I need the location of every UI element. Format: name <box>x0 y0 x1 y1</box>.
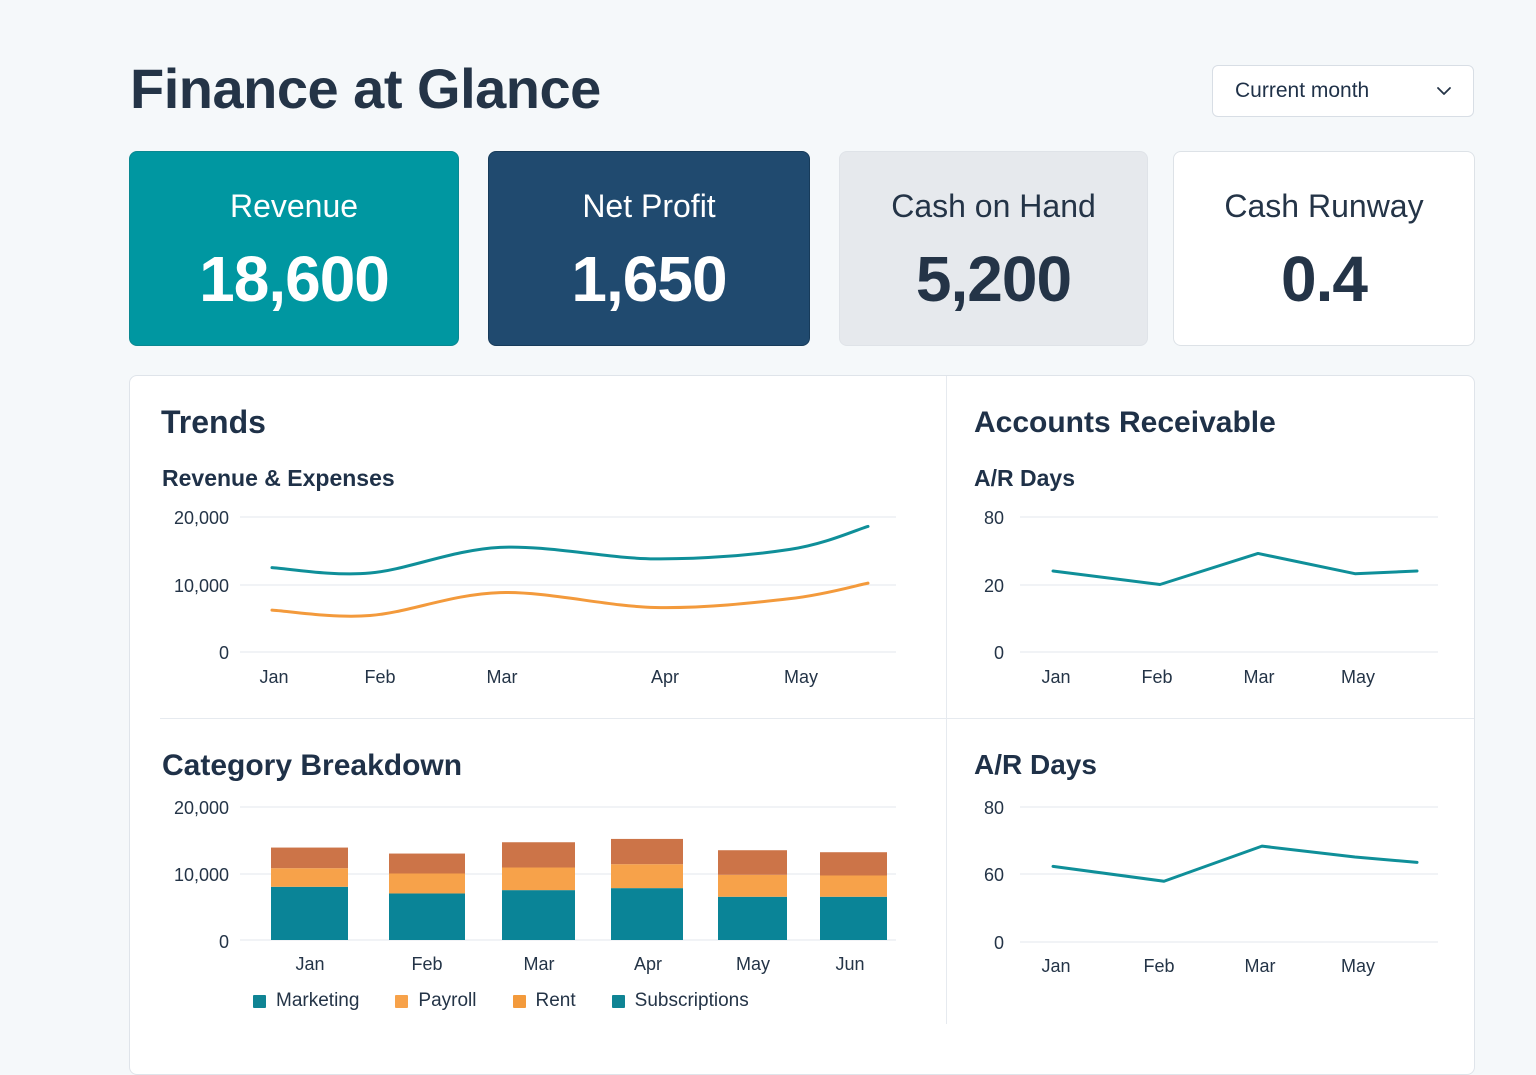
bar-segment-subscriptions-may[interactable] <box>718 896 787 940</box>
x-tick-label: Mar <box>487 667 518 687</box>
x-tick-label: May <box>736 954 770 974</box>
ar-days-chart-1: 80 20 0 Jan Feb Mar May <box>984 508 1438 687</box>
x-tick-label: Mar <box>524 954 555 974</box>
period-select[interactable]: Current month <box>1212 65 1474 117</box>
kpi-value: 5,200 <box>915 243 1072 315</box>
x-tick-label: Jan <box>1041 667 1070 687</box>
x-tick-label: Apr <box>634 954 662 974</box>
x-tick-label: Apr <box>651 667 679 687</box>
charts-panel <box>129 375 1475 1075</box>
x-tick-label: Feb <box>364 667 395 687</box>
bar-segment-payroll-feb[interactable] <box>389 873 465 894</box>
kpi-value: 0.4 <box>1281 243 1368 315</box>
ar-days-series-line <box>1051 844 1419 883</box>
kpi-card-cash-runway[interactable]: Cash Runway 0.4 <box>1173 151 1475 346</box>
bar-segment-payroll-mar[interactable] <box>502 867 575 891</box>
kpi-card-revenue[interactable]: Revenue 18,600 <box>129 151 459 346</box>
legend-label: Payroll <box>418 990 477 1011</box>
x-tick-label: Jan <box>259 667 288 687</box>
bar-segment-payroll-jun[interactable] <box>820 875 887 897</box>
x-tick-label: May <box>784 667 818 687</box>
ar-days-title-2: A/R Days <box>974 749 1097 780</box>
y-tick-label: 0 <box>994 643 1004 663</box>
legend-swatch <box>611 994 625 1008</box>
ar-days-series-line <box>1051 551 1419 586</box>
x-tick-label: May <box>1341 956 1375 976</box>
y-tick-label: 20,000 <box>174 508 229 528</box>
page-title: Finance at Glance <box>130 57 601 120</box>
bar-segment-payroll-may[interactable] <box>718 874 787 897</box>
bar-segment-rent-mar[interactable] <box>502 842 575 868</box>
ar-days-chart-2: 80 60 0 Jan Feb Mar May <box>984 798 1438 976</box>
bar-segment-rent-feb[interactable] <box>389 853 465 874</box>
y-tick-label: 10,000 <box>174 865 229 885</box>
kpi-label: Cash Runway <box>1224 188 1424 224</box>
bar-segment-subscriptions-mar[interactable] <box>502 890 575 940</box>
x-tick-label: Feb <box>411 954 442 974</box>
revenue-series-line <box>270 524 870 576</box>
kpi-label: Net Profit <box>582 188 716 224</box>
revenue-expenses-chart: 20,000 10,000 0 Jan Feb Mar Apr May <box>174 508 896 687</box>
x-tick-label: Feb <box>1141 667 1172 687</box>
expenses-series-line <box>270 581 870 618</box>
accounts-receivable-title: Accounts Receivable <box>974 406 1276 439</box>
kpi-label: Cash on Hand <box>891 188 1096 224</box>
y-tick-label: 20 <box>984 576 1004 596</box>
legend-label: Rent <box>535 990 576 1011</box>
bar-segment-rent-jan[interactable] <box>271 847 348 869</box>
kpi-card-cash-on-hand[interactable]: Cash on Hand 5,200 <box>839 151 1148 346</box>
legend-swatch <box>512 994 526 1008</box>
category-legend: Marketing Payroll Rent Subscriptions <box>253 990 785 1012</box>
bar-segment-rent-apr[interactable] <box>611 838 683 865</box>
chevron-down-icon <box>1437 87 1451 95</box>
bar-segment-payroll-apr[interactable] <box>611 864 683 889</box>
bar-segment-rent-may[interactable] <box>718 850 787 875</box>
kpi-value: 1,650 <box>571 243 727 315</box>
x-tick-label: Jan <box>295 954 324 974</box>
y-tick-label: 0 <box>219 643 229 663</box>
bar-segment-subscriptions-apr[interactable] <box>611 888 683 940</box>
bar-segment-subscriptions-jun[interactable] <box>820 896 887 940</box>
bar-segment-subscriptions-jan[interactable] <box>271 886 348 940</box>
category-breakdown-title: Category Breakdown <box>162 749 463 782</box>
legend-label: Subscriptions <box>634 990 749 1011</box>
legend-label: Marketing <box>276 990 360 1011</box>
x-tick-label: Mar <box>1244 667 1275 687</box>
trends-title: Trends <box>161 404 266 440</box>
y-tick-label: 0 <box>219 932 229 952</box>
x-tick-label: Feb <box>1143 956 1174 976</box>
y-tick-label: 80 <box>984 798 1004 818</box>
bar-segment-payroll-jan[interactable] <box>271 868 348 887</box>
ar-days-title-1: A/R Days <box>974 465 1075 491</box>
y-tick-label: 20,000 <box>174 798 229 818</box>
y-tick-label: 60 <box>984 865 1004 885</box>
legend-swatch <box>395 994 409 1008</box>
legend-item-marketing[interactable]: Marketing <box>253 990 359 1012</box>
y-tick-label: 0 <box>994 933 1004 953</box>
kpi-value: 18,600 <box>199 243 390 315</box>
x-tick-label: Jun <box>835 954 864 974</box>
panel-divider-horizontal <box>160 718 1474 719</box>
panel-divider-vertical <box>946 376 947 1024</box>
revenue-expenses-title: Revenue & Expenses <box>162 465 395 491</box>
legend-item-rent[interactable]: Rent <box>512 990 576 1012</box>
x-tick-label: Mar <box>1245 956 1276 976</box>
x-tick-label: Jan <box>1041 956 1070 976</box>
legend-swatch <box>253 994 266 1008</box>
kpi-card-net-profit[interactable]: Net Profit 1,650 <box>488 151 810 346</box>
y-tick-label: 80 <box>984 508 1004 528</box>
bar-segment-rent-jun[interactable] <box>820 852 887 876</box>
x-tick-label: May <box>1341 667 1375 687</box>
category-breakdown-chart: 20,000 10,000 0 Jan Feb Mar Apr May Jun <box>174 798 896 974</box>
kpi-label: Revenue <box>229 188 359 224</box>
bar-segment-subscriptions-feb[interactable] <box>389 893 465 940</box>
legend-item-payroll[interactable]: Payroll <box>395 990 477 1012</box>
period-select-value: Current month <box>1235 79 1370 102</box>
legend-item-subscriptions[interactable]: Subscriptions <box>611 990 749 1012</box>
y-tick-label: 10,000 <box>174 576 229 596</box>
